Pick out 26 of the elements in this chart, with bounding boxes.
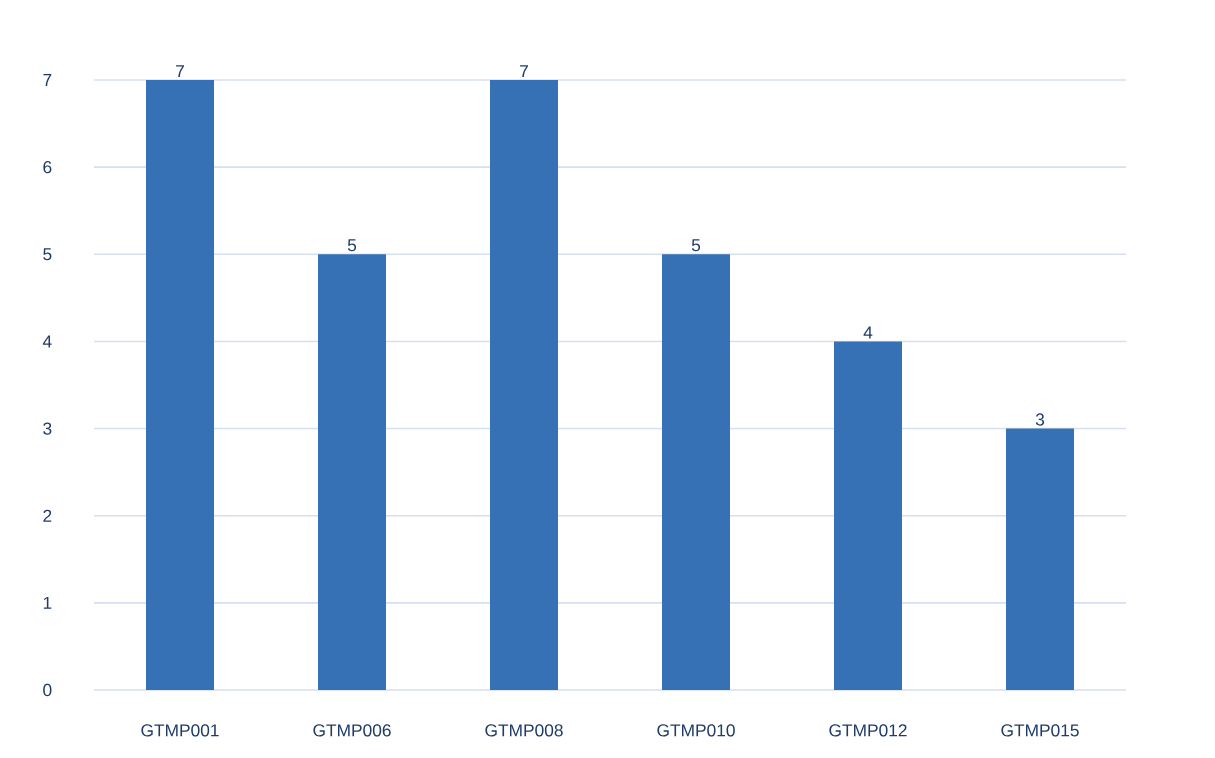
- data-label: 5: [691, 239, 701, 252]
- data-label: 4: [863, 326, 873, 339]
- bar: [490, 80, 558, 690]
- y-tick-label: 4: [42, 335, 52, 348]
- bar: [1006, 428, 1074, 690]
- y-tick-label: 6: [43, 161, 52, 174]
- x-tick-label: GTMP006: [313, 724, 391, 737]
- x-tick-label: GTMP015: [1001, 724, 1079, 737]
- data-label: 7: [520, 65, 528, 78]
- y-tick-label: 7: [43, 74, 52, 86]
- y-tick-label: 2: [43, 509, 52, 522]
- y-tick-label: 0: [43, 683, 52, 697]
- bar: [834, 341, 902, 690]
- bar: [318, 254, 386, 690]
- x-tick-label: GTMP010: [657, 724, 735, 737]
- data-label: 3: [1035, 413, 1045, 426]
- y-tick-label: 1: [43, 596, 52, 609]
- x-tick-label: GTMP008: [485, 724, 563, 737]
- bar: [146, 80, 214, 690]
- bar: [662, 254, 730, 690]
- data-label: 7: [176, 65, 184, 78]
- data-label: 5: [347, 239, 357, 252]
- x-tick-label: GTMP012: [829, 724, 907, 737]
- y-tick-label: 3: [43, 422, 52, 435]
- y-tick-label: 5: [43, 248, 52, 261]
- x-tick-label: GTMP001: [141, 724, 219, 737]
